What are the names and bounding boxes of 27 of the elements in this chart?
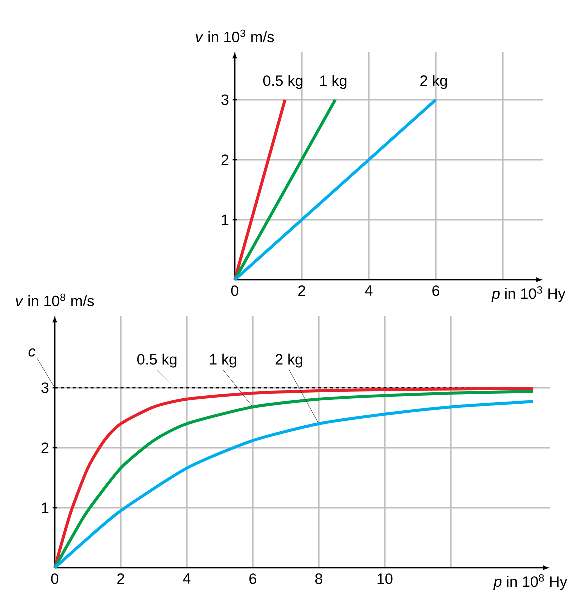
x-tick-label: 4 (365, 286, 373, 296)
y-tick-label: 2 (222, 154, 229, 166)
y-tick-label: 1 (222, 214, 229, 226)
text: 1 kg (210, 354, 236, 368)
x-axis-title: p in 10$^{8}$ Hy (494, 574, 568, 590)
y-tick-label: 1 (42, 502, 49, 514)
y-tick-label: 3 (222, 94, 229, 106)
x-tick-label: 2 (298, 286, 306, 296)
text: 2 kg (276, 354, 302, 368)
x-tick-label: 6 (250, 574, 257, 584)
y-tick-label: 3 (42, 382, 49, 394)
series-label: 2 kg (420, 75, 448, 90)
series-label: 0.5 kg (263, 75, 303, 90)
x-tick-label: 2 (118, 574, 124, 584)
series-label: 1 kg (320, 75, 347, 90)
x-tick-label: 0 (231, 286, 239, 296)
x-tick-label: 0 (51, 574, 59, 584)
y-tick-label: 2 (42, 442, 49, 454)
x-tick-label: 4 (183, 574, 191, 584)
x-tick-label: 6 (432, 286, 440, 296)
x-tick-label: 8 (316, 574, 323, 584)
x-tick-label: 10 (378, 574, 393, 584)
y-axis-title: v in 10$^{3}$ m/s (196, 30, 274, 42)
ref-line-label: c (28, 348, 36, 357)
text: 0.5 kg (138, 354, 177, 368)
y-axis-title: v in 10$^{8}$ m/s (16, 294, 94, 306)
x-axis-title: p in 10$^{3}$ Hy (492, 286, 566, 302)
